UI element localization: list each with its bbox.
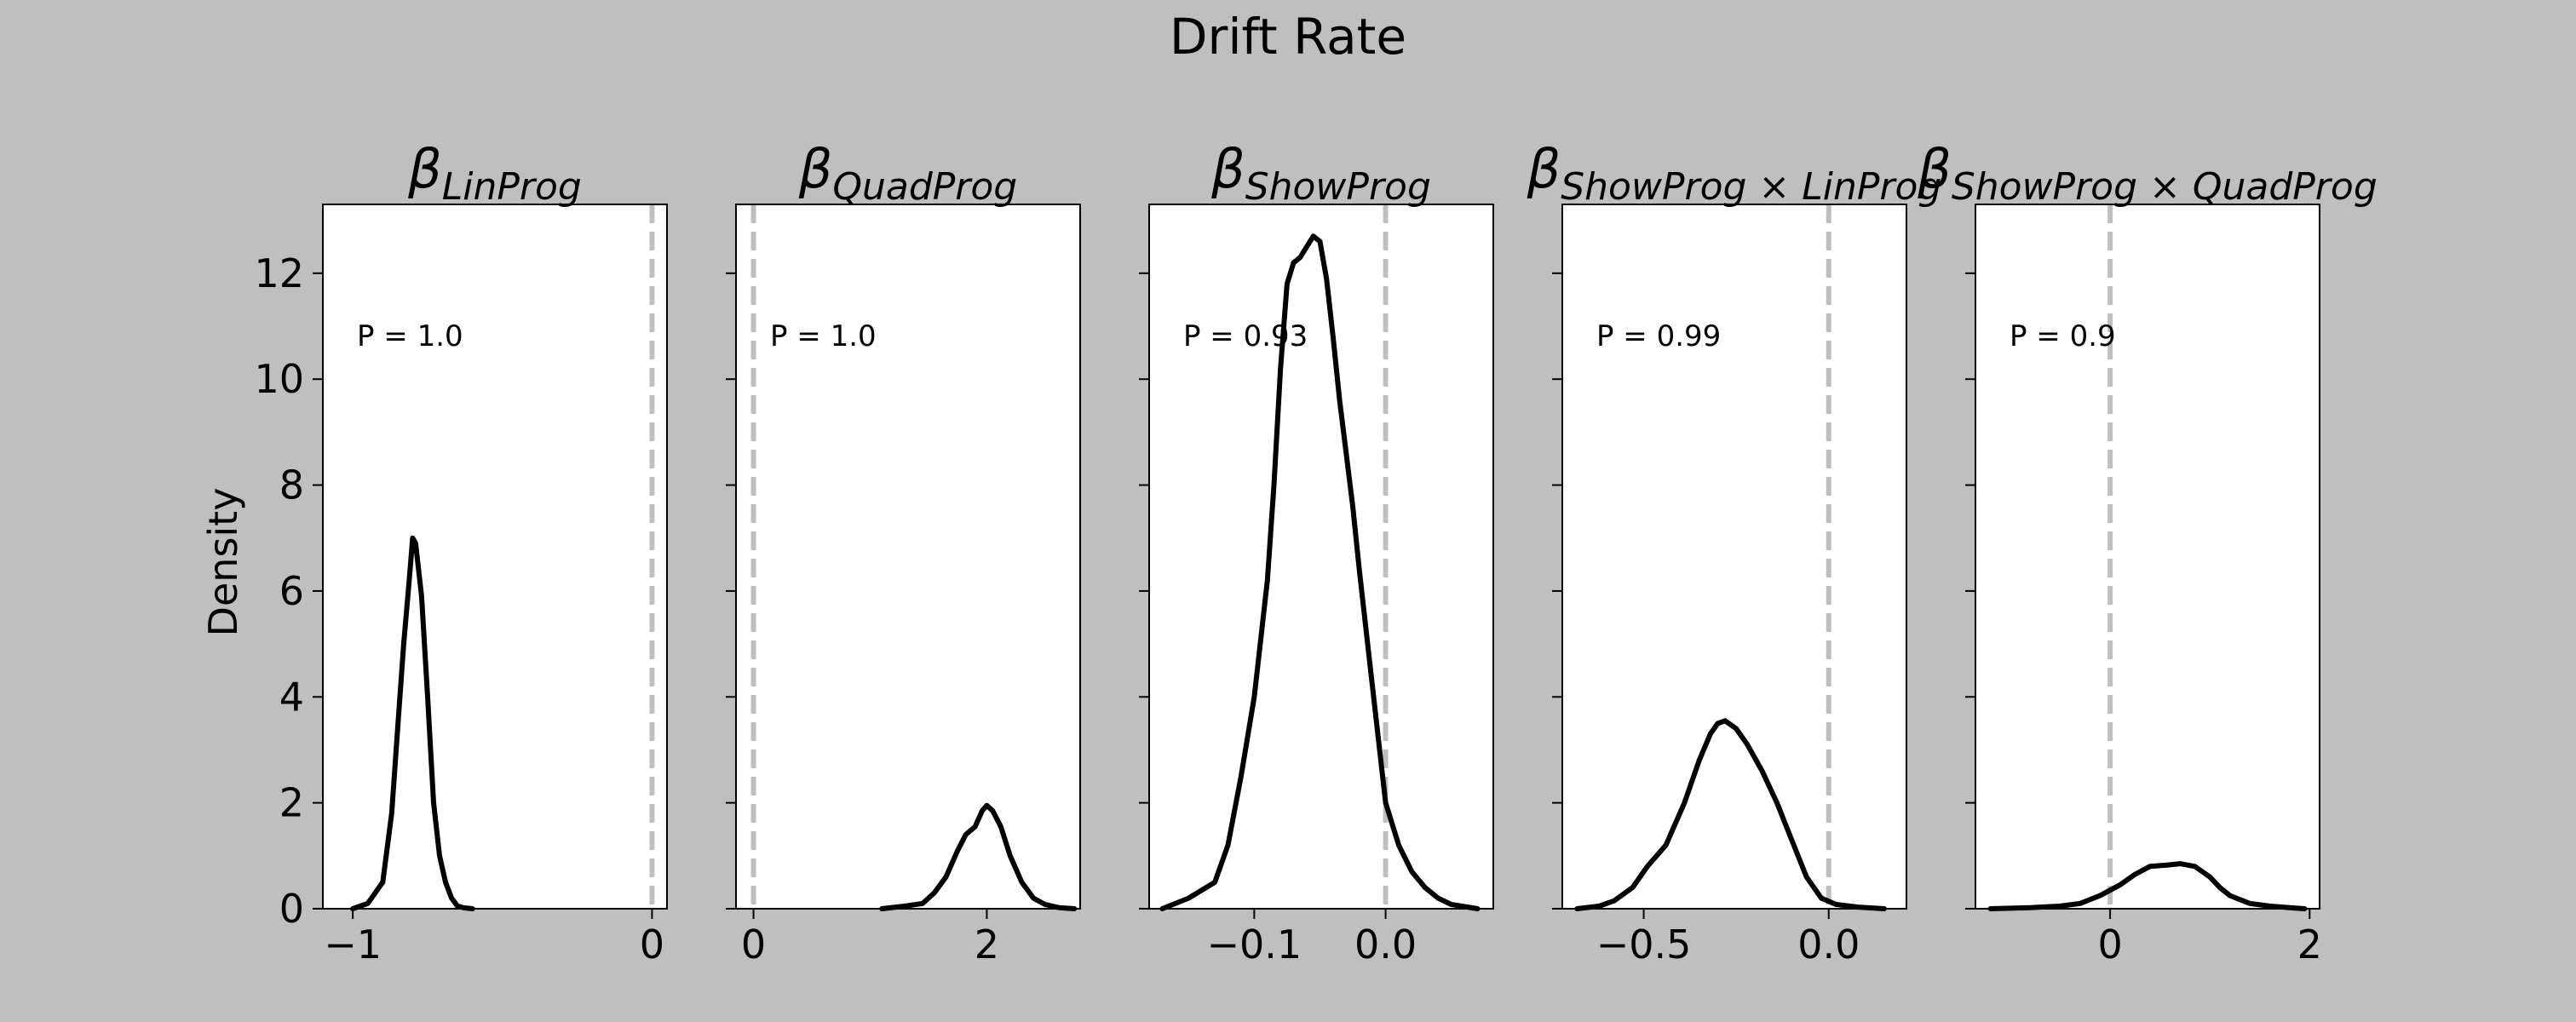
y-tick-label: 4 (279, 674, 304, 720)
panel-title: βLinProg (407, 138, 582, 209)
plot-area (323, 204, 667, 909)
density-curve (350, 535, 475, 911)
panel-title: βShowProg (1210, 138, 1431, 209)
y-axis-label: Density (200, 488, 246, 637)
probability-annotation: P = 0.93 (1183, 319, 1308, 353)
x-tick-label: 0.0 (1354, 922, 1417, 967)
probability-annotation: P = 1.0 (357, 319, 463, 353)
panel-3: −0.1 0.0 P = 0.93 βShowProg (1139, 138, 1494, 967)
density-curve (879, 802, 1078, 911)
x-tick-label: 2 (2297, 922, 2322, 967)
plot-area (1149, 204, 1493, 909)
plot-area (1975, 204, 2320, 909)
y-tick-label: 10 (254, 356, 304, 402)
x-tick-label: 2 (975, 922, 999, 967)
density-curve (1159, 233, 1481, 911)
panel-title: βShowProg × LinProg (1527, 138, 1942, 209)
y-tick-label: 12 (254, 250, 304, 296)
x-tick-label: 0 (640, 922, 664, 967)
y-tick-label: 2 (279, 780, 304, 826)
panel-title: βShowProg × QuadProg (1917, 138, 2378, 209)
y-tick-label: 0 (279, 886, 304, 932)
panel-5: 0 2 P = 0.9 βShowProg × QuadProg (1917, 138, 2378, 967)
plot-area (1562, 204, 1906, 909)
density-curve (1987, 861, 2308, 911)
x-tick-label: −0.5 (1596, 922, 1692, 967)
x-tick-label: 0.0 (1797, 922, 1860, 967)
probability-annotation: P = 0.9 (2010, 319, 2116, 353)
plot-area (736, 204, 1080, 909)
x-tick-label: −1 (324, 922, 382, 967)
y-tick-label: 8 (279, 462, 304, 508)
axes-frame (735, 204, 1081, 910)
panel-1: 0 2 4 6 8 10 12 −1 0 P = 1.0 βLinProg (254, 138, 668, 967)
figure-title: Drift Rate (1170, 8, 1406, 66)
x-tick-label: −0.1 (1207, 922, 1302, 967)
probability-annotation: P = 1.0 (770, 319, 877, 353)
x-tick-label: 0 (741, 922, 766, 967)
axes-frame (322, 204, 668, 910)
panels: 0 2 4 6 8 10 12 −1 0 P = 1.0 βLinProg 0 2 P = 1.0 βQua… (254, 138, 2377, 967)
axes-frame (1561, 204, 1907, 910)
y-tick-label: 6 (279, 568, 304, 614)
panel-2: 0 2 P = 1.0 βQuadProg (726, 138, 1081, 967)
x-tick-label: 0 (2097, 922, 2122, 967)
axes-frame (1148, 204, 1494, 910)
panel-title: βQuadProg (798, 138, 1017, 209)
density-curve (1574, 718, 1887, 911)
axes-frame (1975, 204, 2320, 910)
panel-4: −0.5 0.0 P = 0.99 βShowProg × LinProg (1527, 138, 1942, 967)
probability-annotation: P = 0.99 (1596, 319, 1721, 353)
